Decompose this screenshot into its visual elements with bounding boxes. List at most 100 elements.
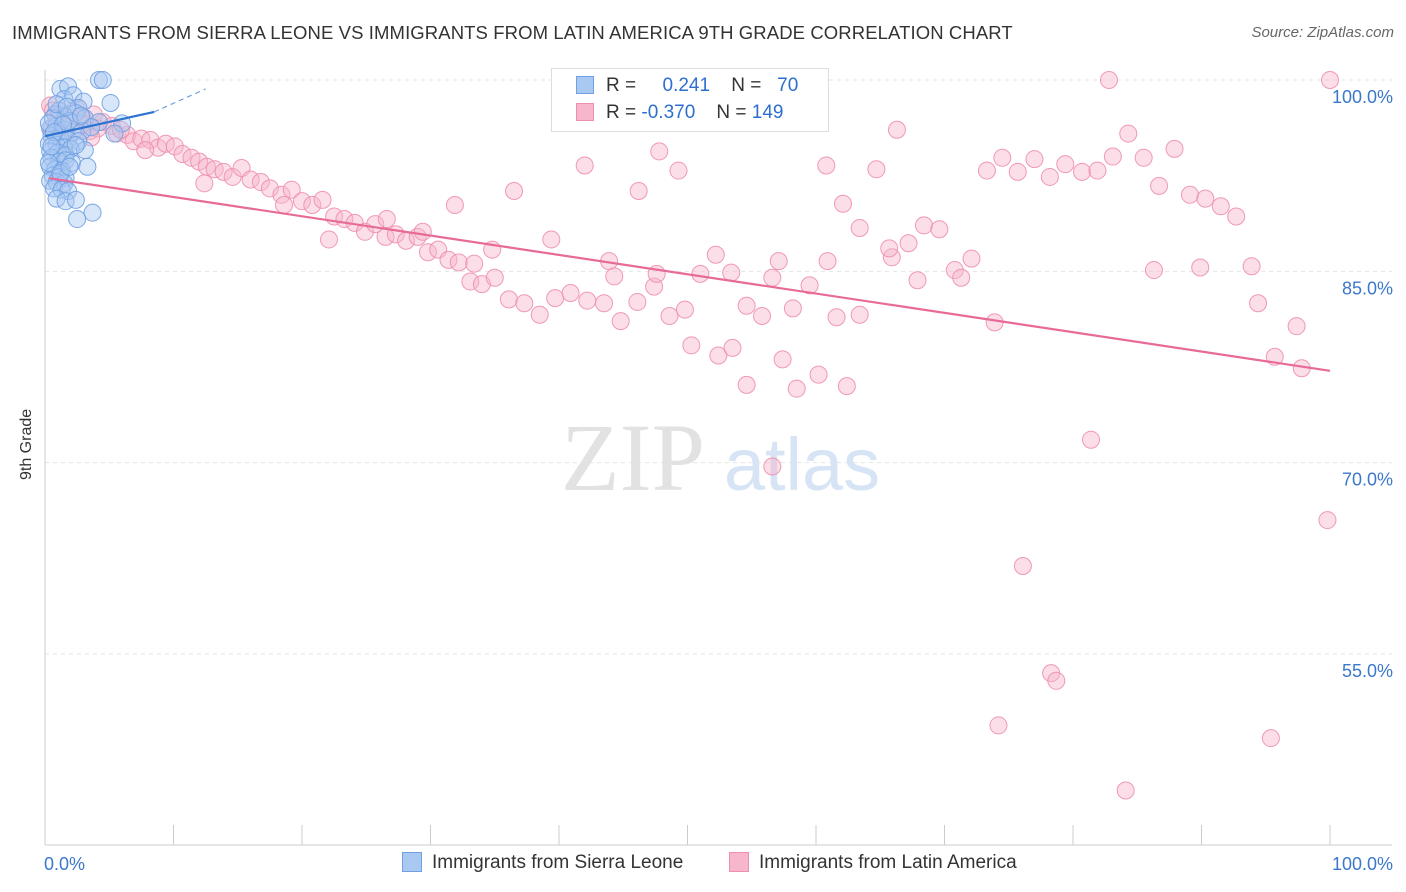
latin-america-point: [629, 181, 648, 200]
latin-america-point: [660, 306, 679, 325]
latin-america-point: [706, 245, 725, 264]
latin-america-point: [1119, 124, 1138, 143]
latin-america-point: [769, 252, 788, 271]
sierra-leone-point: [83, 203, 102, 222]
sierra-leone-point: [57, 97, 76, 116]
latin-america-point: [628, 292, 647, 311]
latin-america-point: [141, 130, 160, 149]
latin-america-point: [418, 243, 437, 262]
latin-america-point: [867, 160, 886, 179]
bottom-legend-sierra-leone: Immigrants from Sierra Leone: [402, 852, 683, 874]
latin-america-point: [1081, 430, 1100, 449]
latin-america-point: [682, 336, 701, 355]
legend-swatch-blue: [576, 76, 594, 94]
latin-america-point: [1047, 671, 1066, 690]
latin-america-point: [669, 161, 688, 180]
latin-america-point: [1321, 71, 1339, 89]
y-tick-label: 85.0%: [1342, 278, 1393, 298]
latin-america-point: [594, 294, 613, 313]
sierra-leone-point: [60, 157, 79, 176]
latin-america-point: [465, 254, 484, 273]
legend-row-latin-america: R = -0.370 N = 149: [576, 102, 783, 126]
watermark: ZIP atlas: [561, 404, 880, 511]
sierra-leone-point: [39, 114, 58, 133]
latin-america-point: [1318, 511, 1337, 530]
latin-america-point: [837, 377, 856, 396]
x-tick-label: 0.0%: [44, 854, 85, 874]
latin-america-point: [530, 305, 549, 324]
latin-america-point: [485, 268, 504, 287]
latin-america-point: [1227, 207, 1246, 226]
latin-america-point: [1144, 261, 1163, 280]
latin-america-point: [1072, 162, 1091, 181]
latin-america-point: [1008, 162, 1027, 181]
latin-america-point: [1099, 71, 1118, 89]
latin-america-point: [377, 210, 396, 229]
watermark-atlas: atlas: [724, 423, 880, 506]
legend-row-sierra-leone: R = 0.241 N = 70: [576, 75, 798, 99]
latin-america-point: [800, 276, 819, 295]
latin-america-point: [962, 249, 981, 268]
latin-america-point: [605, 267, 624, 286]
watermark-zip: ZIP: [561, 404, 705, 511]
latin-america-point: [1211, 197, 1230, 216]
latin-america-point: [303, 196, 322, 215]
sierra-leone-points: [39, 71, 132, 229]
latin-america-point: [977, 161, 996, 180]
latin-america-point: [1013, 556, 1032, 575]
latin-america-point: [1025, 150, 1044, 169]
legend-r-label: R =: [606, 102, 637, 123]
y-axis-label: 9th Grade: [18, 408, 35, 480]
latin-america-point: [313, 190, 332, 209]
legend-swatch-pink: [576, 103, 594, 121]
latin-america-point: [195, 174, 214, 193]
axes: [44, 70, 1392, 846]
bottom-legend-label: Immigrants from Sierra Leone: [432, 852, 684, 873]
chart-title: IMMIGRANTS FROM SIERRA LEONE VS IMMIGRAN…: [12, 22, 1013, 43]
latin-america-point: [272, 185, 291, 204]
latin-america-point: [827, 308, 846, 327]
latin-america-point: [952, 268, 971, 287]
sierra-leone-point: [42, 137, 61, 156]
latin-america-point: [413, 222, 432, 241]
latin-america-point: [546, 289, 565, 308]
legend-n-label: N =: [716, 102, 747, 123]
latin-america-point: [993, 148, 1012, 167]
sierra-leone-point: [78, 157, 97, 176]
legend-n-label: N =: [731, 75, 762, 96]
latin-america-point: [439, 250, 458, 269]
latin-america-point: [753, 306, 772, 325]
legend-n-value: 70: [777, 75, 799, 96]
latin-america-point: [737, 296, 756, 315]
bottom-legend-label: Immigrants from Latin America: [759, 852, 1017, 873]
latin-america-point: [691, 264, 710, 283]
latin-america-point: [1150, 176, 1169, 195]
latin-america-point: [1165, 139, 1184, 158]
source-label: Source: ZipAtlas.com: [1251, 24, 1394, 41]
latin-america-point: [260, 179, 279, 198]
latin-america-point: [887, 120, 906, 139]
sierra-leone-point: [105, 124, 124, 143]
latin-america-point: [989, 716, 1008, 735]
latin-america-point: [611, 312, 630, 331]
latin-america-point: [461, 272, 480, 291]
latin-america-point: [650, 142, 669, 161]
sierra-leone-trend-line: [44, 110, 155, 138]
stats-legend: R = 0.241 N = 70 R = -0.370 N = 149: [551, 68, 829, 132]
legend-r-label: R =: [606, 75, 637, 96]
latin-america-point: [737, 375, 756, 394]
latin-america-point: [1103, 147, 1122, 166]
latin-america-point: [173, 144, 192, 163]
sierra-leone-point: [68, 210, 87, 229]
latin-america-point: [499, 290, 518, 309]
trend-lines: [44, 88, 1331, 372]
latin-america-point: [908, 271, 927, 290]
latin-america-point: [1249, 294, 1268, 313]
latin-america-point: [1088, 161, 1107, 180]
latin-america-point: [787, 379, 806, 398]
bottom-legend-swatch-pink: [729, 852, 749, 872]
sierra-leone-point: [93, 71, 112, 89]
latin-america-point: [783, 299, 802, 318]
y-tick-label: 100.0%: [1332, 87, 1393, 107]
